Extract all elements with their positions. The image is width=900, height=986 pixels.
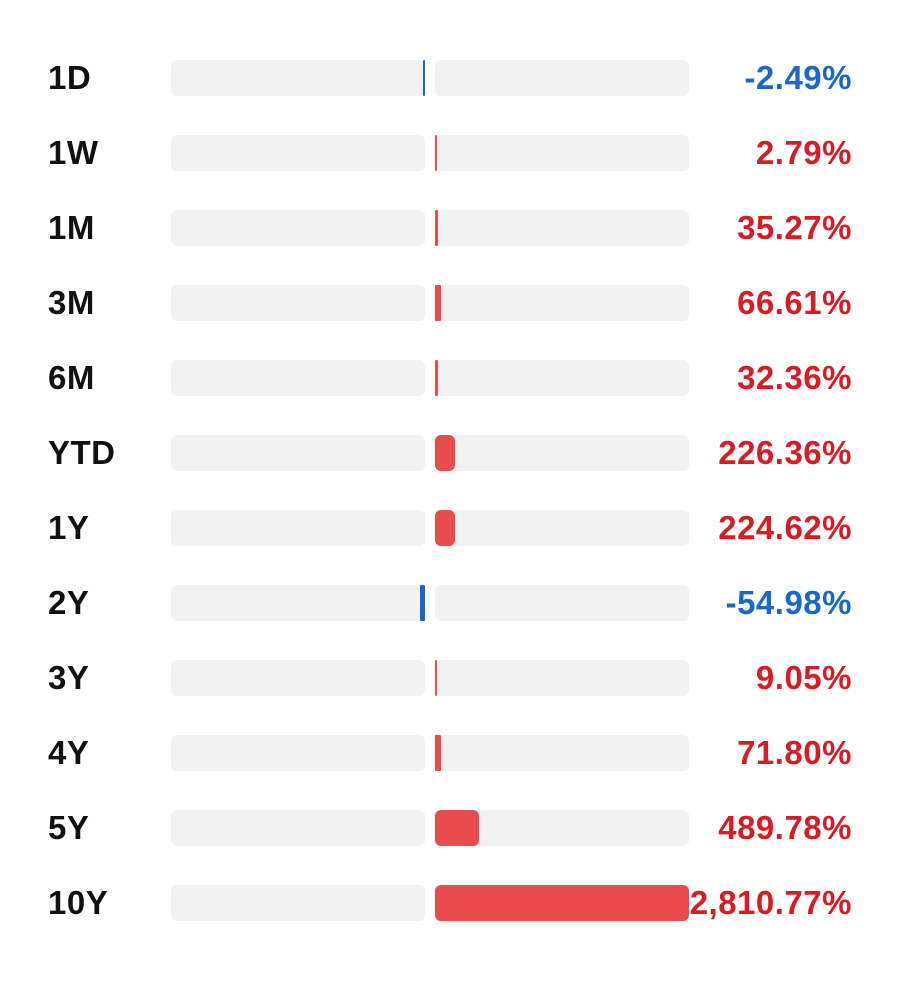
positive-track xyxy=(435,435,689,471)
return-value: 226.36% xyxy=(718,434,852,471)
return-bar xyxy=(435,510,456,546)
return-value: -2.49% xyxy=(744,59,852,96)
negative-track xyxy=(171,810,425,846)
period-label: 5Y xyxy=(48,809,90,846)
return-row-1m: 1M 35.27% xyxy=(0,208,900,248)
negative-track xyxy=(171,360,425,396)
return-bar xyxy=(435,360,438,396)
return-row-10y: 10Y 2,810.77% xyxy=(0,883,900,923)
return-value: 71.80% xyxy=(737,734,852,771)
positive-track xyxy=(435,735,689,771)
positive-track xyxy=(435,135,689,171)
return-bar xyxy=(435,210,439,246)
period-label: 6M xyxy=(48,359,95,396)
period-label: 1Y xyxy=(48,509,90,546)
period-label: 3M xyxy=(48,284,95,321)
return-bar xyxy=(435,735,442,771)
return-row-3m: 3M 66.61% xyxy=(0,283,900,323)
return-value: 32.36% xyxy=(737,359,852,396)
period-label: 1W xyxy=(48,134,99,171)
return-bar xyxy=(423,60,425,96)
return-value: 489.78% xyxy=(718,809,852,846)
return-bar xyxy=(435,285,442,321)
period-label: 10Y xyxy=(48,884,109,921)
return-row-2y: 2Y -54.98% xyxy=(0,583,900,623)
positive-track xyxy=(435,510,689,546)
return-bar xyxy=(435,435,456,471)
period-label: 1D xyxy=(48,59,92,96)
period-label: YTD xyxy=(48,434,116,471)
return-value: 35.27% xyxy=(737,209,852,246)
return-bar xyxy=(435,885,689,921)
period-label: 3Y xyxy=(48,659,90,696)
positive-track xyxy=(435,585,689,621)
negative-track xyxy=(171,210,425,246)
period-label: 1M xyxy=(48,209,95,246)
period-label: 2Y xyxy=(48,584,90,621)
negative-track xyxy=(171,435,425,471)
return-value: -54.98% xyxy=(725,584,852,621)
return-value: 2.79% xyxy=(755,134,852,171)
positive-track xyxy=(435,60,689,96)
return-bar xyxy=(435,660,437,696)
positive-track xyxy=(435,360,689,396)
negative-track xyxy=(171,510,425,546)
return-row-5y: 5Y 489.78% xyxy=(0,808,900,848)
return-row-ytd: YTD 226.36% xyxy=(0,433,900,473)
negative-track xyxy=(171,60,425,96)
return-row-4y: 4Y 71.80% xyxy=(0,733,900,773)
negative-track xyxy=(171,735,425,771)
return-row-1y: 1Y 224.62% xyxy=(0,508,900,548)
return-row-1d: 1D -2.49% xyxy=(0,58,900,98)
return-value: 2,810.77% xyxy=(689,884,852,921)
negative-track xyxy=(171,585,425,621)
return-value: 66.61% xyxy=(737,284,852,321)
return-bar xyxy=(435,810,480,846)
return-row-1w: 1W 2.79% xyxy=(0,133,900,173)
return-value: 9.05% xyxy=(755,659,852,696)
negative-track xyxy=(171,660,425,696)
return-value: 224.62% xyxy=(718,509,852,546)
negative-track xyxy=(171,885,425,921)
positive-track xyxy=(435,285,689,321)
negative-track xyxy=(171,285,425,321)
return-bar xyxy=(435,135,437,171)
positive-track xyxy=(435,210,689,246)
period-label: 4Y xyxy=(48,734,90,771)
return-row-3y: 3Y 9.05% xyxy=(0,658,900,698)
negative-track xyxy=(171,135,425,171)
positive-track xyxy=(435,660,689,696)
return-row-6m: 6M 32.36% xyxy=(0,358,900,398)
return-bar xyxy=(420,585,425,621)
